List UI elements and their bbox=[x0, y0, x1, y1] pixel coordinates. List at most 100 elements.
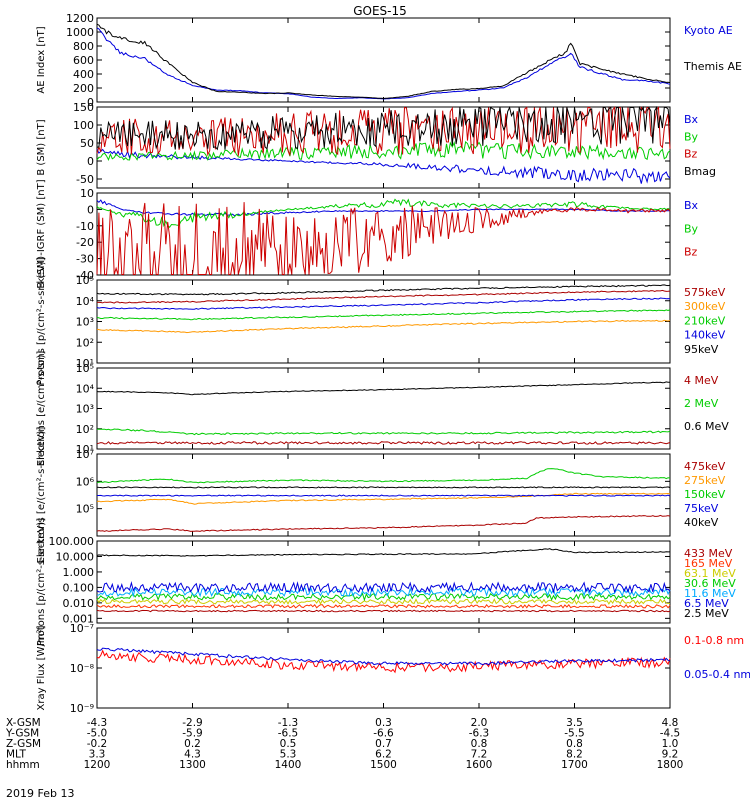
axis-row-value: 1500 bbox=[370, 759, 397, 771]
series-line-95kev bbox=[96, 284, 671, 296]
series-line-2-mev bbox=[96, 428, 671, 436]
series-line-11-6-mev bbox=[96, 586, 671, 598]
axis-row-value: 0.8 bbox=[566, 738, 583, 750]
legend-label: 2.5 MeV bbox=[684, 607, 729, 620]
axis-row-value: -4.5 bbox=[660, 728, 681, 740]
y-tick-label: 400 bbox=[73, 68, 94, 81]
y-tick-label: 10² bbox=[76, 423, 94, 436]
axis-row-value: 6.2 bbox=[375, 749, 392, 761]
series-line-bmag bbox=[96, 105, 671, 151]
axis-row-value: -1.3 bbox=[278, 717, 299, 729]
axis-row-value: 8.2 bbox=[566, 749, 583, 761]
axis-row-value: -5.0 bbox=[87, 728, 108, 740]
series-line-0-1-0-8-nm bbox=[96, 649, 671, 674]
y-tick-label: 10⁵ bbox=[76, 503, 94, 516]
y-tick-label: 100.000 bbox=[49, 535, 95, 548]
legend-label: 150keV bbox=[684, 488, 726, 501]
y-tick-label: 10⁻⁸ bbox=[70, 662, 95, 675]
axis-row-value: 0.7 bbox=[375, 738, 392, 750]
panel-7: 0.001 0.010 0.100 1.000 10.000 100.000Protons… bbox=[36, 518, 736, 646]
y-tick-label: -20 bbox=[76, 236, 94, 249]
series-line-75kev bbox=[97, 494, 671, 497]
time-axis-annotation: X-GSM -4.3 -2.9 -1.3 0.3 2.0 3.5 4.8 Y-GSM -5.0 -5… bbox=[5, 717, 683, 771]
y-tick-label: 0.100 bbox=[63, 581, 95, 594]
series-line-themis-ae bbox=[96, 23, 671, 100]
axis-row-value: 1400 bbox=[275, 759, 302, 771]
axis-row-value: 0.3 bbox=[375, 717, 392, 729]
figure-title: GOES-15 bbox=[353, 4, 407, 18]
axis-row-value: 1.0 bbox=[662, 738, 679, 750]
axis-row-value: 0.2 bbox=[184, 738, 201, 750]
series-line-140kev bbox=[96, 297, 671, 310]
series-line-150kev bbox=[96, 468, 671, 484]
panel-5: 10¹ 10² 10³ 10⁴ 10⁵ Electrons [e/(cm²-s-sr)] 4… bbox=[36, 351, 729, 467]
series-line-475kev bbox=[96, 514, 671, 532]
panel-frame bbox=[96, 17, 671, 103]
series-line-300kev bbox=[96, 319, 671, 334]
legend-label: Bz bbox=[684, 148, 698, 161]
legend-label: 300keV bbox=[684, 300, 726, 313]
y-tick-label: 10² bbox=[76, 336, 94, 349]
axis-row-value: -6.6 bbox=[373, 728, 394, 740]
series-line-0-05-0-4-nm bbox=[96, 647, 671, 666]
panel-4: 10¹ 10² 10³ 10⁴ 10⁵ Protons [p/(cm²-s-sr-keV)… bbox=[36, 257, 726, 385]
y-axis-label: Xray Flux [W/m²] bbox=[36, 625, 47, 710]
legend-label: 0.05-0.4 nm bbox=[684, 668, 750, 681]
y-axis-label: B (SM) [nT] bbox=[36, 119, 47, 175]
axis-row-value: 5.3 bbox=[280, 749, 297, 761]
axis-row-value: 2.0 bbox=[471, 717, 488, 729]
panel-3: -40 -30 -20 -10 0 10 B (SM)-IGRF (SM) [nT] Bx By… bbox=[36, 179, 699, 288]
legend-label: 433 MeV bbox=[684, 547, 733, 560]
series-line-575kev bbox=[97, 289, 671, 304]
y-tick-label: 10⁵ bbox=[76, 362, 94, 375]
series-line-2-5-mev bbox=[96, 548, 670, 557]
axis-row-value: -6.3 bbox=[469, 728, 490, 740]
panel-frame bbox=[96, 367, 671, 450]
legend-label: 11.6 MeV bbox=[684, 587, 736, 600]
legend-label: 275keV bbox=[684, 474, 726, 487]
y-tick-label: 0 bbox=[87, 155, 94, 168]
legend-label: 2 MeV bbox=[684, 397, 719, 410]
axis-row-value: -4.3 bbox=[87, 717, 108, 729]
legend-label: Bz bbox=[684, 246, 698, 259]
legend-label: By bbox=[684, 222, 699, 235]
axis-row-value: 1200 bbox=[84, 759, 111, 771]
y-tick-label: 10¹ bbox=[76, 443, 94, 456]
panel-6: 10⁵ 10⁶ 10⁷ Electrons [e/(cm²-s-sr-keV)] 475… bbox=[36, 426, 726, 563]
legend-label: 40keV bbox=[684, 516, 719, 529]
axis-row-value: 4.3 bbox=[184, 749, 201, 761]
y-tick-label: 600 bbox=[73, 54, 94, 67]
axis-row-value: -5.9 bbox=[182, 728, 203, 740]
y-tick-label: -10 bbox=[76, 220, 94, 233]
legend-label: 140keV bbox=[684, 329, 726, 342]
y-tick-label: 10.000 bbox=[56, 550, 95, 563]
series-line-by bbox=[96, 140, 671, 162]
legend-label: 95keV bbox=[684, 343, 719, 356]
legend-label: Kyoto AE bbox=[684, 24, 733, 37]
axis-row-value: 1300 bbox=[179, 759, 206, 771]
y-tick-label: 10⁻⁹ bbox=[70, 702, 94, 715]
axis-row-value: -6.5 bbox=[278, 728, 299, 740]
legend-label: 475keV bbox=[684, 460, 726, 473]
legend-label: 575keV bbox=[684, 286, 726, 299]
y-tick-label: -50 bbox=[76, 173, 94, 186]
axis-row-label: Z-GSM bbox=[6, 738, 41, 750]
series-line-6-5-mev bbox=[96, 581, 671, 594]
series-line-275kev bbox=[96, 492, 671, 505]
panel-8: 10⁻⁹ 10⁻⁸ 10⁻⁷ Xray Flux [W/m²] 0.1-0.8 nm 0.… bbox=[36, 622, 750, 715]
legend-label: Bx bbox=[684, 113, 699, 126]
legend-label: Bmag bbox=[684, 165, 716, 178]
y-tick-label: 10³ bbox=[76, 316, 94, 329]
legend-label: 0.1-0.8 nm bbox=[684, 634, 744, 647]
series-line-kyoto-ae bbox=[96, 27, 671, 100]
axis-row-value: 1700 bbox=[561, 759, 588, 771]
axis-row-value: 9.2 bbox=[662, 749, 679, 761]
legend-label: By bbox=[684, 130, 699, 143]
series-line-210kev bbox=[96, 309, 671, 321]
series-line-bx bbox=[96, 148, 671, 184]
axis-row-label: X-GSM bbox=[6, 717, 41, 729]
y-tick-label: 1000 bbox=[66, 26, 94, 39]
legend-label: 165 MeV bbox=[684, 557, 733, 570]
legend-label: 30.6 MeV bbox=[684, 577, 736, 590]
axis-row-value: 0.5 bbox=[280, 738, 297, 750]
